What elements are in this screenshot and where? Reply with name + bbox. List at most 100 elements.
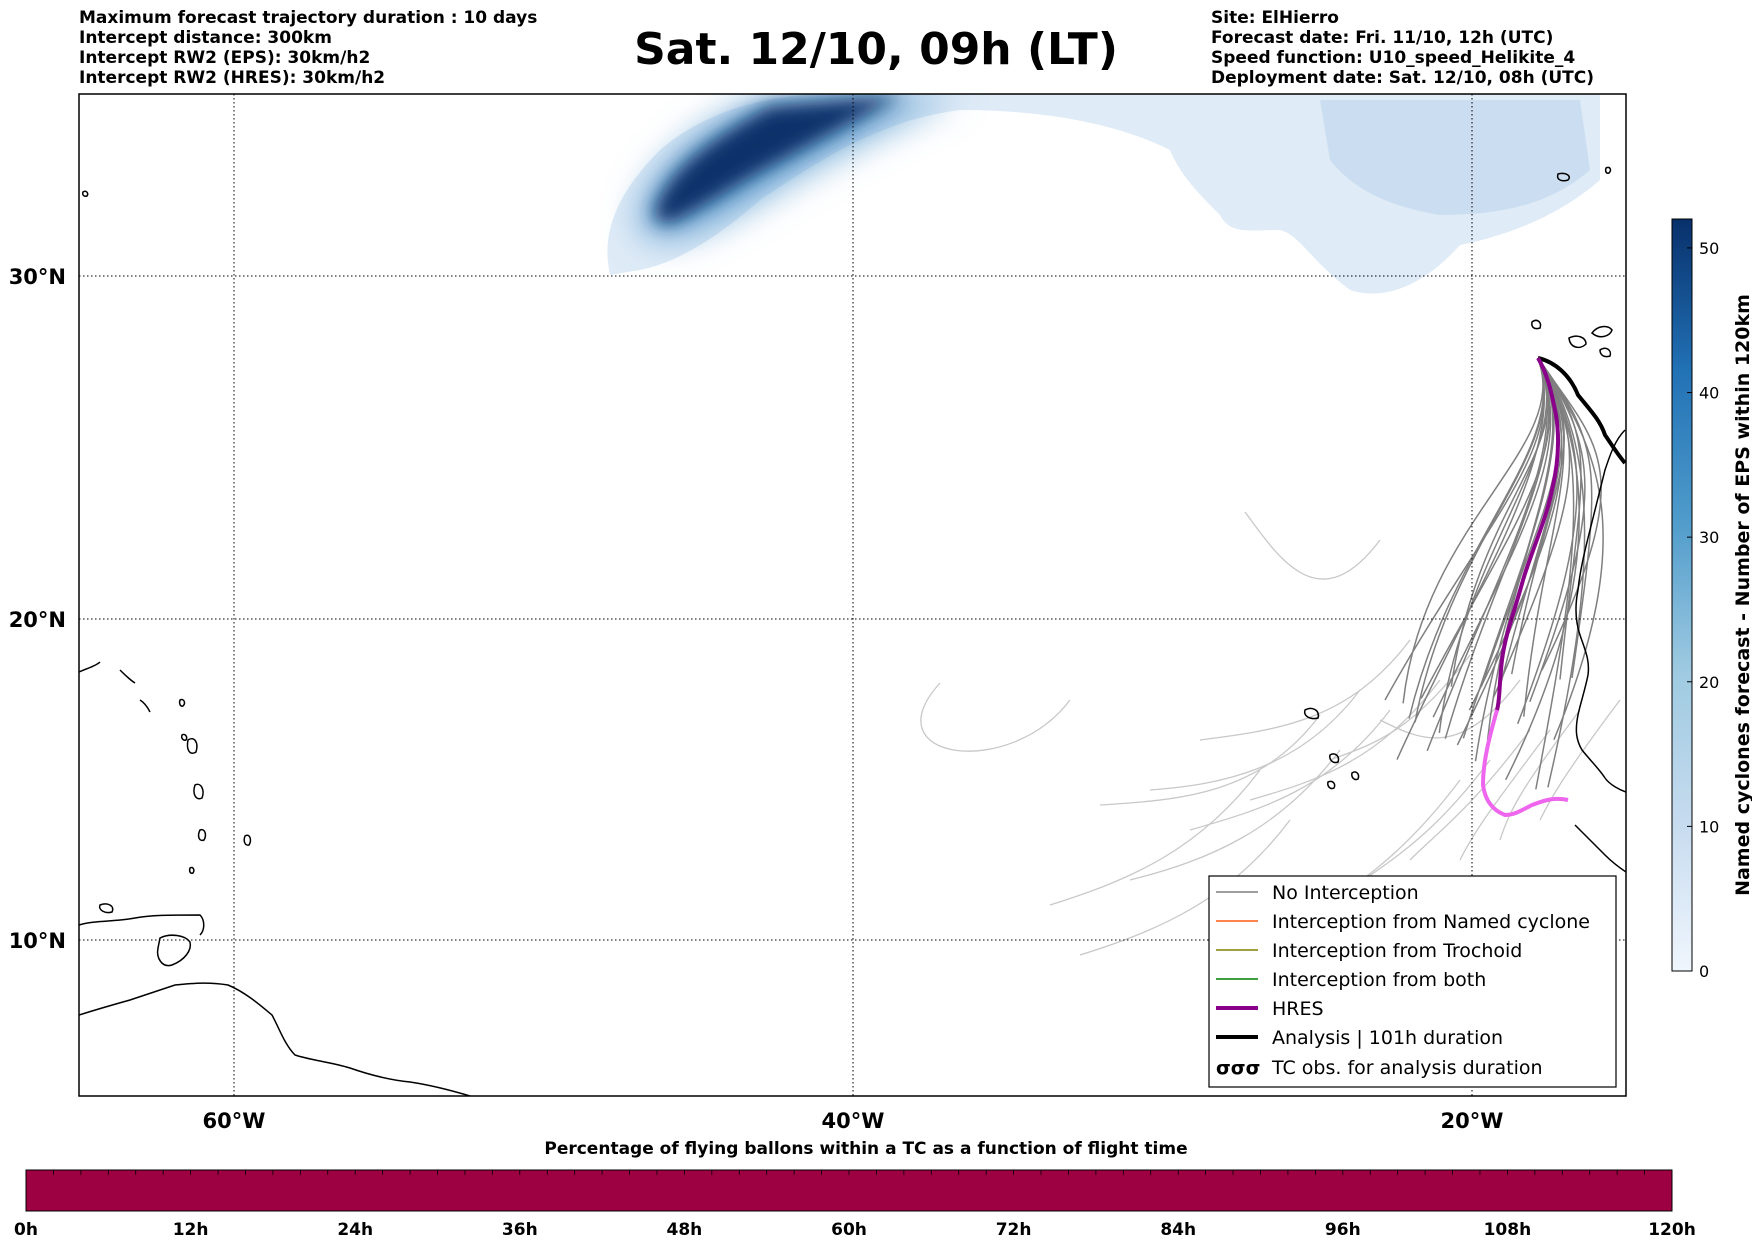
legend-label-no-interception: No Interception <box>1272 882 1419 904</box>
coast-venezuela-north <box>79 914 205 936</box>
coast-small-island-west <box>243 834 252 846</box>
flight-time-bar-tick-label: 0h <box>14 1220 38 1240</box>
header-line-site: Site: ElHierro <box>1211 8 1339 28</box>
ensemble-trajectory-late <box>1099 714 1321 806</box>
no-interception-trajectory <box>1438 357 1548 733</box>
ensemble-trajectory-late <box>1409 729 1531 861</box>
header-line-rw2-hres: Intercept RW2 (HRES): 30km/h2 <box>79 68 386 88</box>
flight-time-bar-fill <box>25 1169 1673 1212</box>
ensemble-trajectory-late <box>1049 769 1261 906</box>
no-interception-trajectory <box>1450 357 1549 687</box>
coast-lesser-antilles-5 <box>178 698 186 707</box>
ensemble-trajectory-late <box>1329 654 1471 761</box>
ensemble-trajectory-late <box>1199 639 1411 741</box>
colorbar-tick-label: 50 <box>1699 239 1719 258</box>
coast-cape-verde-1 <box>1303 707 1320 720</box>
coast-south-america <box>79 982 471 1096</box>
cyclone-density-core <box>654 94 905 223</box>
coast-africa-west <box>1574 777 1626 873</box>
header-line-intercept-distance: Intercept distance: 300km <box>79 28 332 48</box>
no-interception-trajectory <box>1402 357 1544 704</box>
ensemble-trajectory-late <box>1244 511 1381 580</box>
lon-label-20: 20°W <box>1441 1109 1504 1133</box>
colorbar-tick-label: 30 <box>1699 528 1719 547</box>
coast-cape-verde-2 <box>1329 753 1340 764</box>
legend-label-hres: HRES <box>1272 998 1324 1020</box>
coast-madeira <box>1556 172 1570 182</box>
legend-label-analysis: Analysis | 101h duration <box>1272 1027 1503 1049</box>
header-line-rw2-eps: Intercept RW2 (EPS): 30km/h2 <box>79 48 371 68</box>
colorbar: 0 10 20 30 40 50 Named cyclones forecast - Nu… <box>1671 218 1752 981</box>
ensemble-trajectory-late <box>1349 759 1491 891</box>
legend-label-named-cyclone: Interception from Named cyclone <box>1272 911 1590 933</box>
coast-lesser-antilles-6 <box>188 866 195 874</box>
header-line-duration: Maximum forecast trajectory duration : 1… <box>79 8 538 28</box>
colorbar-tick-label: 20 <box>1699 673 1719 692</box>
flight-time-bar-tick-label: 24h <box>337 1220 373 1240</box>
coast-canary-lanza <box>1599 347 1612 358</box>
coastlines <box>79 166 1626 1096</box>
ensemble-trajectory-late <box>1129 749 1341 881</box>
coast-africa-north <box>1575 429 1626 779</box>
coast-lesser-antilles-4 <box>181 733 188 741</box>
ensemble-trajectory-late <box>1539 699 1621 821</box>
hres-trajectory-late <box>1480 709 1569 818</box>
colorbar-title: Named cyclones forecast - Number of EPS … <box>1732 294 1752 896</box>
legend-label-trochoid: Interception from Trochoid <box>1272 940 1522 962</box>
coast-lesser-antilles-3 <box>197 828 207 842</box>
coast-lesser-antilles-1 <box>186 738 198 754</box>
no-interception-trajectory <box>1535 357 1575 790</box>
coast-bermuda <box>82 190 89 197</box>
flight-time-bar-tick-label: 72h <box>996 1220 1032 1240</box>
coast-trinidad <box>156 934 192 967</box>
flight-time-bar-tick-label: 96h <box>1325 1220 1361 1240</box>
flight-time-bar-tick-label: 108h <box>1484 1220 1532 1240</box>
cyclone-density-upper-region <box>1320 100 1590 215</box>
map-frame <box>78 93 1627 1097</box>
no-interception-trajectory <box>1537 357 1582 680</box>
coast-aruba <box>98 903 114 914</box>
ensemble-trajectory-late <box>1149 689 1361 791</box>
flight-time-bar-tick-label: 120h <box>1648 1220 1696 1240</box>
flight-time-bar-tick-label: 12h <box>173 1220 209 1240</box>
coast-virgin-islands <box>79 661 151 713</box>
no-interception-trajectory <box>1420 357 1551 699</box>
ensemble-trajectory-late <box>1459 729 1551 861</box>
flight-time-bar-tick-label: 48h <box>667 1220 703 1240</box>
no-interception-trajectories <box>1384 357 1604 790</box>
colorbar-tick-label: 10 <box>1699 817 1719 836</box>
cyclone-density-core-halo <box>639 94 960 238</box>
header-line-speed-function: Speed function: U10_speed_Helikite_4 <box>1211 48 1576 68</box>
coast-azores-east <box>1604 166 1612 174</box>
flight-time-bar-tick-label: 60h <box>831 1220 867 1240</box>
lon-label-40: 40°W <box>822 1109 885 1133</box>
no-interception-trajectory <box>1537 357 1593 679</box>
no-interception-trajectory <box>1432 357 1552 718</box>
analysis-trajectory <box>1537 356 1626 465</box>
coast-lesser-antilles-2 <box>193 783 204 800</box>
ensemble-trajectory-late <box>1189 709 1391 831</box>
header-right-info: Site: ElHierro Forecast date: Fri. 11/10… <box>1211 8 1594 88</box>
flight-time-bar-ticks: 0h 12h 24h 36h 48h 60h 72h 84h 96h 108h 120h <box>14 1170 1696 1240</box>
colorbar-tick-label: 40 <box>1699 384 1719 403</box>
coast-canary-fuerte <box>1590 325 1613 338</box>
cyclone-density-shading <box>607 94 1600 294</box>
colorbar-gradient <box>1671 218 1693 972</box>
flight-time-bar-title: Percentage of flying ballons within a TC… <box>544 1139 1187 1159</box>
ensemble-trajectory-late <box>1079 819 1291 956</box>
colorbar-ticks: 0 10 20 30 40 50 <box>1687 239 1719 981</box>
ensemble-trajectory-late <box>1499 709 1581 841</box>
legend-box <box>1208 875 1617 1088</box>
flight-time-bar-tick-label: 36h <box>502 1220 538 1240</box>
no-interception-trajectory <box>1529 357 1586 703</box>
header-line-forecast-date: Forecast date: Fri. 11/10, 12h (UTC) <box>1211 28 1554 48</box>
no-interception-trajectory <box>1537 357 1586 788</box>
legend-label-tc-obs: TC obs. for analysis duration <box>1271 1057 1543 1079</box>
coast-cape-verde-3 <box>1351 771 1360 781</box>
no-interception-trajectory <box>1414 357 1545 723</box>
coast-canary-gran <box>1568 335 1587 349</box>
coast-cape-verde-4 <box>1327 780 1336 790</box>
lon-label-60: 60°W <box>203 1109 266 1133</box>
ensemble-trajectory-late <box>1249 679 1441 801</box>
ensemble-trajectory-late <box>920 682 1071 752</box>
